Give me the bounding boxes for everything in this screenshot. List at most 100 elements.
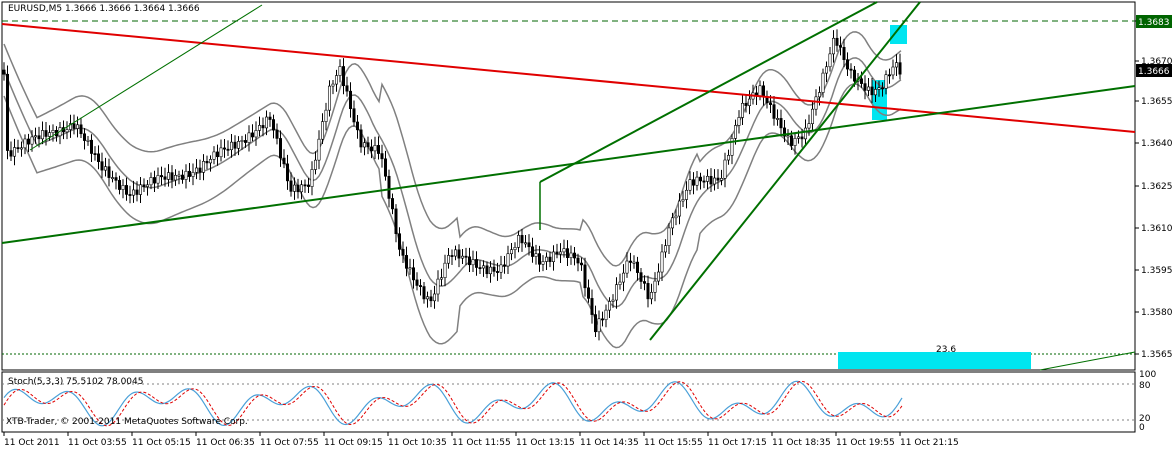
candle-body <box>366 142 370 148</box>
bollinger-middle-band <box>3 57 902 308</box>
candle-body <box>76 124 80 129</box>
time-tick-label: 11 Oct 03:55 <box>68 438 127 448</box>
candle-body <box>37 135 41 140</box>
candle-body <box>632 261 636 264</box>
candle-body <box>719 178 723 181</box>
stoch-indicator-label: Stoch(5,3,3) 75.5102 78.0045 <box>8 377 144 387</box>
candle-body <box>537 253 541 265</box>
candle-body <box>376 145 380 154</box>
candle-body <box>205 161 209 164</box>
candle-body <box>506 253 510 267</box>
time-tick-label: 11 Oct 05:15 <box>132 438 191 448</box>
candle-body <box>128 194 132 196</box>
candle-body <box>891 66 895 76</box>
candle-body <box>26 138 30 145</box>
candle-body <box>569 252 573 258</box>
candle-body <box>257 125 261 131</box>
candle-body <box>139 184 143 195</box>
candle-body <box>47 132 51 137</box>
candle-body <box>824 66 828 74</box>
candle-body <box>611 299 615 302</box>
candle-body <box>432 293 436 302</box>
time-tick-label: 11 Oct 10:35 <box>388 438 447 448</box>
candle-body <box>352 108 356 123</box>
candle-body <box>19 147 23 150</box>
candle-body <box>642 281 646 284</box>
stoch-signal-line <box>3 380 903 427</box>
candle-body <box>125 185 129 195</box>
candle-body <box>23 138 27 149</box>
candle-body <box>289 180 293 192</box>
candle-body <box>33 135 37 138</box>
candle-body <box>251 132 255 138</box>
trendline-thin-green-left[interactable] <box>29 4 263 151</box>
candle-body <box>174 175 178 181</box>
candle-body <box>541 261 545 265</box>
symbol-timeframe: EURUSD,M5 <box>8 4 63 14</box>
candle-body <box>446 255 450 264</box>
candle-body <box>527 242 531 248</box>
candle-body <box>859 78 863 84</box>
stoch-tick-label: 100 <box>1139 370 1156 380</box>
candle-body <box>863 83 867 91</box>
channel-upper-line[interactable] <box>539 1 878 183</box>
candle-body <box>341 66 345 87</box>
candle-body <box>474 259 478 268</box>
candle-body <box>191 172 195 177</box>
candle-body <box>334 75 338 85</box>
candle-body <box>558 251 562 255</box>
candle-body <box>534 253 538 257</box>
candle-body <box>793 138 797 146</box>
time-tick-label: 11 Oct 2011 <box>4 438 60 448</box>
candle-body <box>831 37 835 55</box>
candle-body <box>100 161 104 171</box>
candle-body <box>796 136 800 139</box>
candle-body <box>436 278 440 295</box>
candle-body <box>684 189 688 200</box>
candle-body <box>292 184 296 192</box>
candle-body <box>747 98 751 106</box>
candle-body <box>79 124 83 135</box>
candle-body <box>870 86 874 96</box>
candle-body <box>418 285 422 287</box>
candle-body <box>471 259 475 266</box>
candle-body <box>327 85 331 111</box>
candle-body <box>160 175 164 178</box>
candle-body <box>135 189 139 195</box>
copyright-text: XTB-Trader, © 2001-2011 MetaQuotes Softw… <box>6 417 248 427</box>
candle-body <box>579 262 583 266</box>
candle-body <box>181 174 185 180</box>
channel-lower-line[interactable] <box>649 1 921 341</box>
trendline-green-support[interactable] <box>1 85 1136 244</box>
candle-body <box>65 129 69 133</box>
candle-body <box>306 184 310 187</box>
candle-body <box>209 159 213 164</box>
trendline-thin-green-right[interactable] <box>1039 351 1136 371</box>
trendline-red[interactable] <box>1 23 1136 133</box>
candle-body <box>880 87 884 90</box>
candle-body <box>237 141 241 149</box>
candle-body <box>555 251 559 255</box>
candle-body <box>278 138 282 159</box>
candle-body <box>401 249 405 256</box>
candle-body <box>583 264 587 289</box>
candle-body <box>551 251 555 262</box>
candle-body <box>467 256 471 266</box>
candle-body <box>6 73 10 151</box>
candle-body <box>810 108 814 124</box>
candle-body <box>408 267 412 270</box>
fibonacci-zone[interactable] <box>838 352 1031 369</box>
time-tick-label: 11 Oct 14:35 <box>580 438 639 448</box>
candle-body <box>16 147 20 150</box>
candle-body <box>359 129 363 148</box>
stoch-tick-label: 0 <box>1139 423 1145 433</box>
candle-body <box>492 266 496 272</box>
candle-body <box>132 189 136 196</box>
candle-body <box>730 138 734 156</box>
chart-header: EURUSD,M5 1.3666 1.3666 1.3664 1.3666 <box>8 4 200 15</box>
candle-body <box>817 92 821 98</box>
candle-body <box>118 180 122 190</box>
highlight-box-top[interactable] <box>890 25 907 44</box>
